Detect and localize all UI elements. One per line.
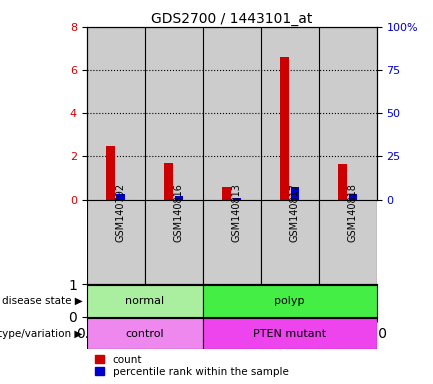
Bar [106,146,115,200]
Bar [87,318,203,349]
Text: genotype/variation ▶: genotype/variation ▶ [0,329,82,339]
Bar [203,318,377,349]
Bar [116,194,125,200]
Bar [203,285,377,317]
Bar [319,200,377,284]
Title: GDS2700 / 1443101_at: GDS2700 / 1443101_at [151,12,312,26]
Bar [164,163,173,200]
Bar [291,187,299,200]
Text: polyp: polyp [275,296,305,306]
Bar [203,27,261,200]
Bar [87,200,145,284]
Text: GSM140816: GSM140816 [174,183,184,242]
Bar [87,27,145,200]
Text: GSM140813: GSM140813 [232,183,242,242]
Legend: count, percentile rank within the sample: count, percentile rank within the sample [95,355,289,377]
Bar [87,285,203,317]
Bar [261,200,319,284]
Bar [203,200,261,284]
Bar [145,200,203,284]
Text: control: control [125,329,164,339]
Bar [174,196,183,200]
Text: disease state ▶: disease state ▶ [2,296,82,306]
Bar [338,164,347,200]
Bar [349,194,357,200]
Bar [233,198,241,200]
Bar [145,27,203,200]
Bar [280,57,289,200]
Bar [261,27,319,200]
Text: GSM140818: GSM140818 [348,183,358,242]
Bar [222,187,231,200]
Bar [319,27,377,200]
Text: GSM140817: GSM140817 [290,183,300,242]
Text: GSM140792: GSM140792 [116,183,126,242]
Text: normal: normal [125,296,164,306]
Text: PTEN mutant: PTEN mutant [253,329,326,339]
